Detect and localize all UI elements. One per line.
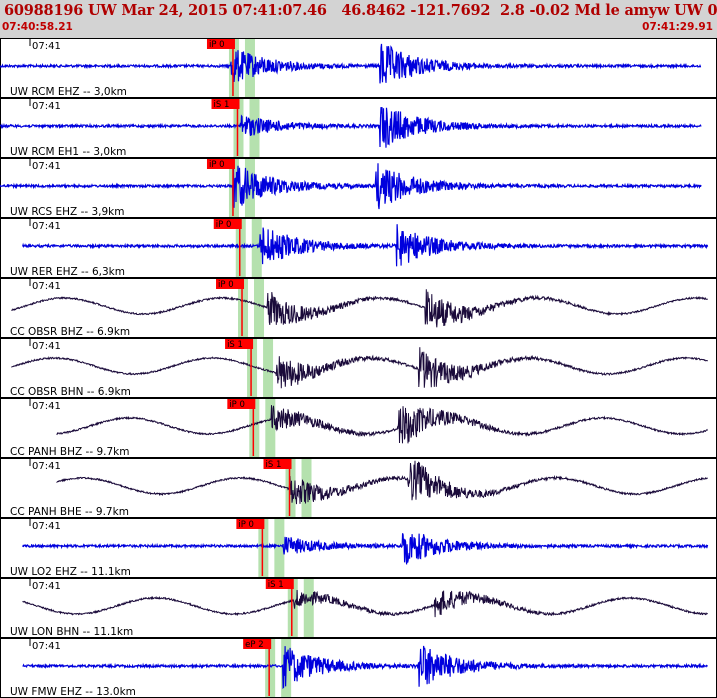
station-label: CC OBSR BHN -- 6.9km	[10, 386, 131, 398]
station-label: UW LON BHN -- 11.1km	[10, 626, 133, 638]
tick-label: 07:41	[32, 281, 61, 292]
waveform	[11, 347, 709, 389]
station-label: UW LO2 EHZ -- 11.1km	[10, 566, 131, 578]
pick-window	[263, 339, 274, 397]
tick-label: 07:41	[32, 101, 61, 112]
pick-label: iS 1	[268, 580, 284, 590]
pick-label: iP 0	[209, 40, 225, 50]
pick-window	[251, 219, 262, 277]
waveform	[0, 163, 702, 210]
pick-label: iS 1	[266, 460, 282, 470]
waveform	[22, 533, 709, 565]
pick-window	[254, 279, 265, 337]
pick-window	[233, 99, 244, 157]
tick-label: 07:41	[32, 341, 61, 352]
pick-flag	[211, 99, 240, 109]
station-label: CC OBSR BHZ -- 6.9km	[10, 326, 130, 338]
station-label: CC PANH BHZ -- 9.7km	[10, 446, 129, 458]
pick-flag	[227, 399, 256, 409]
tick-label: 07:41	[32, 461, 61, 472]
tick-label: 07:41	[32, 41, 61, 52]
station-label: UW RCM EH1 -- 3,0km	[10, 146, 126, 158]
pick-flag	[206, 159, 235, 169]
tick-label: 07:41	[32, 521, 61, 532]
pick-flag	[216, 279, 245, 289]
pick-flag	[243, 639, 272, 649]
waveform	[22, 589, 708, 618]
pick-label: iP 0	[229, 400, 245, 410]
station-label: UW FMW EHZ -- 13.0km	[10, 686, 136, 698]
tick-label: 07:41	[32, 221, 61, 232]
waveform	[0, 43, 702, 84]
window-start-time: 07:40:58.21	[2, 21, 73, 33]
pick-window	[265, 639, 276, 697]
waveform	[22, 645, 708, 690]
pick-flag	[236, 519, 265, 529]
waveform	[0, 107, 702, 148]
tick-label: 07:41	[32, 401, 61, 412]
tick-label: 07:41	[32, 641, 61, 652]
waveform	[11, 289, 708, 328]
waveform	[22, 224, 709, 267]
waveform	[56, 405, 708, 444]
pick-flag	[263, 459, 292, 469]
pick-label: iP 0	[209, 160, 225, 170]
tick-label: 07:41	[32, 161, 61, 172]
station-label: UW RCS EHZ -- 3,9km	[10, 206, 125, 218]
pick-window	[265, 399, 276, 457]
pick-label: iP 0	[238, 520, 254, 530]
pick-label: iP 0	[216, 220, 232, 230]
pick-label: eP 2	[245, 640, 263, 650]
pick-flag	[265, 579, 294, 589]
pick-window	[303, 579, 314, 637]
pick-flag	[206, 39, 235, 49]
pick-window	[228, 39, 239, 97]
pick-window	[238, 279, 249, 337]
station-label: UW RCM EHZ -- 3,0km	[10, 86, 127, 98]
event-title: 60988196 UW Mar 24, 2015 07:41:07.46 46.…	[4, 2, 717, 19]
pick-label: iS 1	[227, 340, 243, 350]
pick-window	[287, 579, 298, 637]
pick-window	[274, 519, 285, 577]
station-label: CC PANH BHE -- 9.7km	[10, 506, 129, 518]
waveform	[56, 460, 708, 505]
pick-flag	[213, 219, 242, 229]
seismogram-plot: iP 0 07:41 UW RCM EHZ -- 3,0km iS 1 07:41 UW …	[0, 38, 717, 698]
pick-flag	[225, 339, 254, 349]
tick-label: 07:41	[32, 581, 61, 592]
pick-label: iS 1	[213, 100, 229, 110]
window-end-time: 07:41:29.91	[642, 21, 713, 33]
pick-window	[235, 219, 246, 277]
pick-window	[247, 339, 258, 397]
event-header: 60988196 UW Mar 24, 2015 07:41:07.46 46.…	[0, 0, 717, 38]
pick-label: iP 0	[218, 280, 234, 290]
station-label: UW RER EHZ -- 6,3km	[10, 266, 125, 278]
pick-window	[249, 399, 260, 457]
